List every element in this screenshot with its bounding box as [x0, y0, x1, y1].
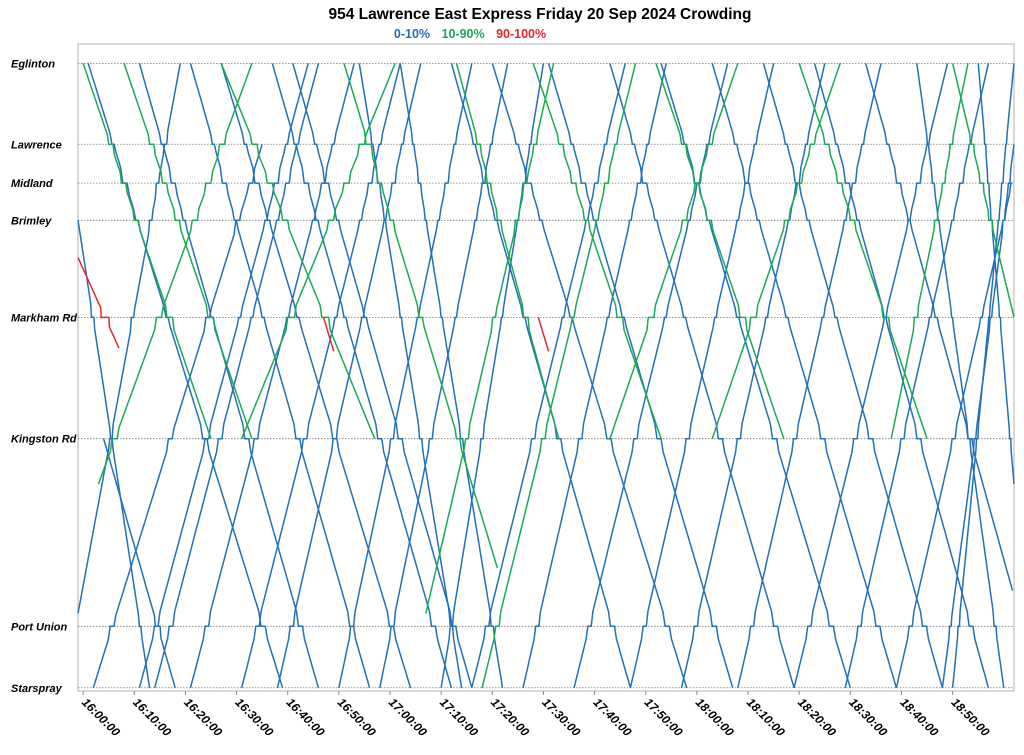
trip-line-1090-8 — [481, 63, 637, 688]
trip-line-010-34 — [813, 63, 990, 688]
trip-line-010-27 — [629, 63, 775, 688]
trip-line-010-11 — [240, 63, 401, 688]
x-tick-label: 17:30:00 — [539, 695, 583, 739]
trip-line-1090-15 — [951, 63, 1015, 318]
y-tick-label: Midland — [11, 178, 53, 190]
trip-line-90100-0 — [77, 257, 120, 349]
x-tick-label: 16:30:00 — [232, 695, 276, 739]
trip-line-010-31 — [737, 63, 882, 688]
legend-item-mid: 10-90% — [441, 27, 485, 41]
trip-line-010-1 — [77, 220, 151, 688]
legend-item-high: 90-100% — [496, 27, 547, 41]
y-tick-label: Eglinton — [11, 58, 55, 70]
trip-line-010-41 — [977, 63, 1015, 485]
trip-line-010-4 — [102, 438, 176, 689]
x-tick-label: 17:00:00 — [386, 695, 430, 739]
trip-line-90100-2 — [537, 316, 550, 352]
y-tick-label: Kingston Rd — [11, 434, 77, 446]
trip-line-1090-9 — [532, 63, 662, 439]
legend: 0-10% 10-90% 90-100% — [0, 27, 940, 41]
trip-line-010-8 — [189, 63, 371, 688]
x-tick-label: 16:50:00 — [335, 695, 379, 739]
trip-line-1090-12 — [711, 63, 841, 439]
y-tick-label: Markham Rd — [11, 312, 77, 324]
trip-line-010-35 — [844, 63, 990, 688]
trip-line-010-38 — [916, 63, 1005, 688]
trip-line-1090-4 — [241, 63, 396, 439]
y-tick-label: Brimley — [11, 215, 52, 227]
trip-line-010-28 — [660, 63, 852, 689]
trip-line-010-37 — [895, 182, 1013, 688]
trip-line-010-33 — [793, 63, 949, 688]
trip-line-010-30 — [711, 63, 898, 689]
x-tick-label: 18:30:00 — [846, 695, 890, 739]
x-tick-label: 16:20:00 — [181, 695, 225, 739]
y-tick-label: Starspray — [11, 683, 63, 695]
trip-line-010-7 — [153, 63, 320, 688]
trip-line-1090-7 — [455, 63, 560, 439]
trip-line-010-9 — [189, 63, 355, 688]
chart-title: 954 Lawrence East Express Friday 20 Sep … — [328, 6, 752, 23]
x-tick-label: 16:00:00 — [79, 695, 123, 739]
plot-frame — [77, 43, 1015, 692]
y-tick-label: Port Union — [11, 621, 67, 633]
trip-line-010-39 — [941, 144, 1015, 688]
x-tick-label: 17:20:00 — [488, 695, 532, 739]
trip-line-010-5 — [138, 63, 309, 688]
trip-line-1090-0 — [82, 63, 212, 439]
trip-line-010-24 — [547, 63, 734, 689]
y-tick-label: Lawrence — [11, 139, 62, 151]
x-tick-label: 17:50:00 — [642, 695, 686, 739]
x-tick-label: 18:50:00 — [949, 695, 993, 739]
x-tick-label: 16:10:00 — [130, 695, 174, 739]
trip-line-010-23 — [522, 63, 667, 688]
trip-line-010-0 — [77, 63, 182, 614]
trip-line-1090-14 — [890, 63, 969, 439]
trip-line-010-15 — [338, 63, 473, 688]
x-tick-label: 17:10:00 — [437, 695, 481, 739]
trip-line-1090-6 — [425, 63, 555, 614]
trip-line-1090-10 — [609, 63, 739, 439]
trip-line-010-17 — [379, 63, 509, 688]
trip-line-010-16 — [358, 63, 463, 688]
trip-line-010-10 — [220, 63, 412, 689]
trip-line-1090-1 — [97, 63, 253, 485]
trip-line-010-29 — [680, 63, 826, 688]
trip-line-1090-11 — [655, 63, 785, 439]
x-tick-label: 18:00:00 — [693, 695, 737, 739]
trip-line-010-6 — [138, 63, 320, 689]
trip-line-010-18 — [399, 63, 504, 688]
x-tick-label: 16:40:00 — [284, 695, 328, 739]
trip-line-010-3 — [92, 144, 263, 689]
trip-line-010-32 — [762, 63, 944, 689]
trip-line-010-40 — [951, 63, 1015, 688]
trip-line-010-36 — [864, 63, 1014, 591]
trip-line-90100-1 — [322, 316, 335, 352]
trip-line-1090-13 — [798, 63, 928, 439]
x-tick-label: 18:40:00 — [897, 695, 941, 739]
trip-line-010-14 — [292, 63, 473, 689]
trip-line-1090-2 — [123, 63, 253, 439]
trip-line-010-2 — [87, 63, 284, 689]
trip-line-1090-3 — [220, 63, 376, 439]
trip-line-010-22 — [491, 63, 688, 689]
trip-line-010-12 — [271, 63, 453, 689]
x-tick-label: 18:10:00 — [744, 695, 788, 739]
x-tick-label: 17:40:00 — [590, 695, 634, 739]
trip-line-010-19 — [440, 63, 545, 688]
trip-line-1090-5 — [343, 63, 499, 569]
trip-line-010-21 — [471, 63, 627, 688]
legend-item-low: 0-10% — [393, 27, 431, 41]
x-tick-label: 18:20:00 — [795, 695, 839, 739]
